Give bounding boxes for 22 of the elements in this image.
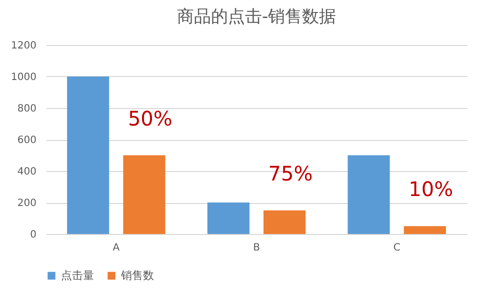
annotation: 50% <box>128 106 172 130</box>
y-tick-label: 800 <box>17 104 36 114</box>
chart-title: 商品的点击-销售数据 <box>176 7 336 27</box>
legend-label: 点击量 <box>61 268 94 282</box>
bar <box>207 202 250 234</box>
x-tick-label: A <box>112 242 120 254</box>
y-tick-label: 0 <box>30 230 36 240</box>
bar <box>123 155 166 234</box>
y-tick-label: 1200 <box>11 40 36 52</box>
x-tick-label: C <box>393 242 400 254</box>
annotation: 10% <box>408 177 454 202</box>
y-tick-label: 1000 <box>11 72 36 83</box>
bar <box>404 226 446 234</box>
y-tick-label: 200 <box>17 198 36 209</box>
y-tick-label: 400 <box>17 166 36 178</box>
bar <box>264 210 306 234</box>
legend-label: 销售数 <box>120 268 154 282</box>
annotation: 75% <box>268 161 313 186</box>
y-tick-label: 600 <box>17 135 36 146</box>
x-tick-label: B <box>253 242 260 254</box>
bar <box>348 155 390 234</box>
bar <box>67 76 110 234</box>
